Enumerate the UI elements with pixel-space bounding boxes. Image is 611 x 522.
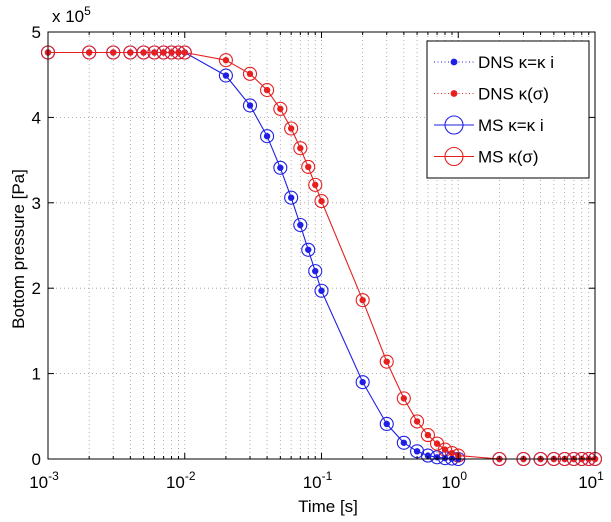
data-point [151,49,158,56]
data-point [140,49,147,56]
data-point [441,446,449,453]
data-point [400,395,408,402]
data-point [297,144,304,152]
data-point-marker [308,177,323,192]
data-point-marker [355,293,370,308]
data-point-marker [314,194,329,209]
data-point [277,105,284,113]
data-point [263,86,271,94]
y-multiplier-label: x 105 [52,4,91,26]
y-tick-label: 0 [32,450,41,469]
legend-marker-swatch [450,90,458,97]
data-point-marker [396,435,411,450]
data-point-marker [218,68,233,83]
data-point-marker [284,190,299,205]
data-point [359,378,366,386]
data-point [246,70,254,78]
legend-marker-swatch [450,58,458,66]
legend-label: DNS κ=κ i [478,53,554,72]
data-point-marker [273,160,288,175]
data-point [222,72,230,79]
x-tick-label: 10-2 [166,469,196,492]
data-point-marker [410,414,425,429]
data-point-marker [260,129,275,144]
y-axis-label: Bottom pressure [Pa] [9,169,28,329]
data-point [181,49,188,56]
data-point [297,221,304,229]
data-point [246,102,254,109]
data-point [127,49,134,56]
x-axis-label: Time [s] [298,497,358,516]
data-point-marker [293,217,308,233]
data-point [85,49,93,56]
x-tick-labels: 10-3 10-2 10-1 100 101 [29,469,604,492]
data-point [287,125,295,132]
data-point [305,246,312,253]
data-point [433,440,441,447]
data-point-marker [379,354,394,369]
data-point [312,267,319,275]
data-point [383,358,390,365]
legend-label: DNS κ(σ) [478,85,549,104]
y-tick-label: 3 [32,194,41,213]
x-tick-label: 100 [441,469,467,492]
data-point-marker [273,101,288,116]
data-point [318,287,325,294]
data-point-marker [242,98,258,113]
legend-marker-swatch [444,146,464,167]
legend-label: MS κ(σ) [478,148,539,167]
data-point-marker [242,66,258,81]
legend-label: MS κ=κ i [478,116,544,135]
data-point-marker [301,242,316,257]
data-point [110,49,117,56]
data-point-marker [293,141,308,156]
data-point [287,194,295,201]
data-point [400,439,408,446]
data-point-marker [396,391,411,406]
data-point-marker [136,45,151,60]
data-point [263,132,271,140]
data-point [168,49,175,56]
data-point [359,296,366,304]
data-point [222,56,230,64]
y-tick-label: 5 [32,23,41,42]
x-tick-label: 101 [578,469,604,492]
data-point [277,164,284,171]
tick-marks [47,31,595,460]
data-point-marker [218,53,233,68]
x-tick-label: 10-1 [303,469,333,492]
data-point [160,49,167,56]
data-point [175,49,182,56]
data-point [448,449,456,457]
data-point [424,431,432,439]
legend: DNS κ=κ i DNS κ(σ) MS κ=κ i MS κ(σ) [426,40,590,179]
data-point-marker [284,121,299,136]
y-tick-labels: 0 1 2 3 4 5 [32,23,41,469]
data-point-marker [260,83,275,98]
data-point-marker [314,283,329,298]
data-point [312,181,319,189]
data-point [318,197,325,205]
data-point [424,452,432,459]
y-tick-label: 1 [32,365,41,384]
data-point-marker [301,159,316,174]
data-point-marker [308,264,323,279]
data-point-marker [379,416,394,432]
data-point [413,418,421,425]
y-tick-label: 2 [32,279,41,298]
data-point-marker [420,428,435,443]
data-point [305,163,312,171]
data-point-marker [355,375,370,390]
y-tick-label: 4 [32,108,41,127]
data-point [413,448,421,455]
legend-marker-swatch [444,115,464,135]
data-point-marker [106,45,121,60]
data-point-marker [82,45,97,60]
x-tick-label: 10-3 [29,469,59,492]
data-point [383,420,390,428]
